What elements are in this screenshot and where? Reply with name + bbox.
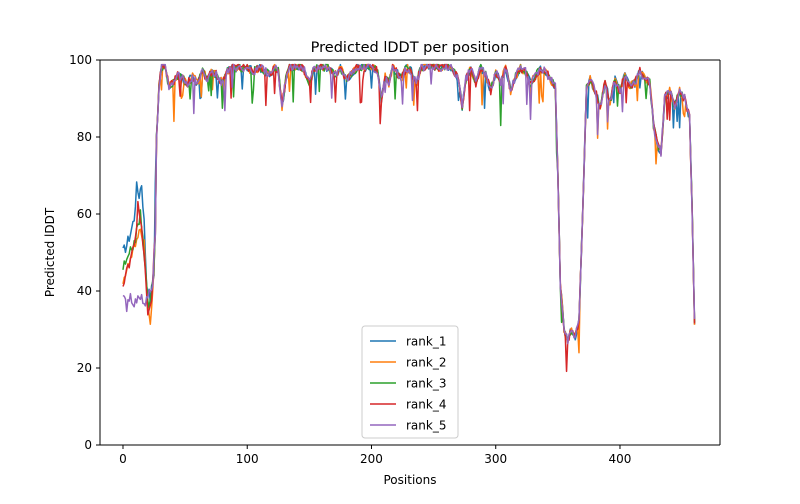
- x-tick-label: 300: [484, 452, 507, 466]
- y-tick-label: 40: [77, 284, 92, 298]
- legend-label-rank-5: rank_5: [406, 419, 446, 433]
- x-tick-label: 100: [236, 452, 259, 466]
- legend-label-rank-1: rank_1: [406, 335, 446, 349]
- y-tick-label: 100: [69, 53, 92, 67]
- axes-frame: [99, 59, 721, 446]
- chart-title: Predicted lDDT per position: [311, 40, 510, 56]
- y-tick-label: 60: [77, 207, 92, 221]
- series-line-rank-5: [122, 63, 696, 345]
- legend-label-rank-4: rank_4: [406, 398, 446, 412]
- legend: rank_1 rank_2 rank_3 rank_4 rank_5: [361, 325, 459, 439]
- y-axis-label: Predicted lDDT: [43, 207, 57, 297]
- y-tick-label: 20: [77, 361, 92, 375]
- x-tick-label: 200: [360, 452, 383, 466]
- y-tick-label: 80: [77, 130, 92, 144]
- x-axis-ticks: 0 100 200 300 400: [119, 445, 631, 466]
- x-tick-label: 400: [609, 452, 632, 466]
- y-tick-label: 0: [84, 438, 92, 452]
- legend-frame: [361, 325, 459, 439]
- series-lines: [122, 63, 696, 373]
- legend-label-rank-2: rank_2: [406, 356, 446, 370]
- legend-label-rank-3: rank_3: [406, 377, 446, 391]
- x-tick-label: 0: [119, 452, 127, 466]
- x-axis-label: Positions: [384, 473, 437, 487]
- y-axis-ticks: 0 20 40 60 80 100: [69, 53, 100, 452]
